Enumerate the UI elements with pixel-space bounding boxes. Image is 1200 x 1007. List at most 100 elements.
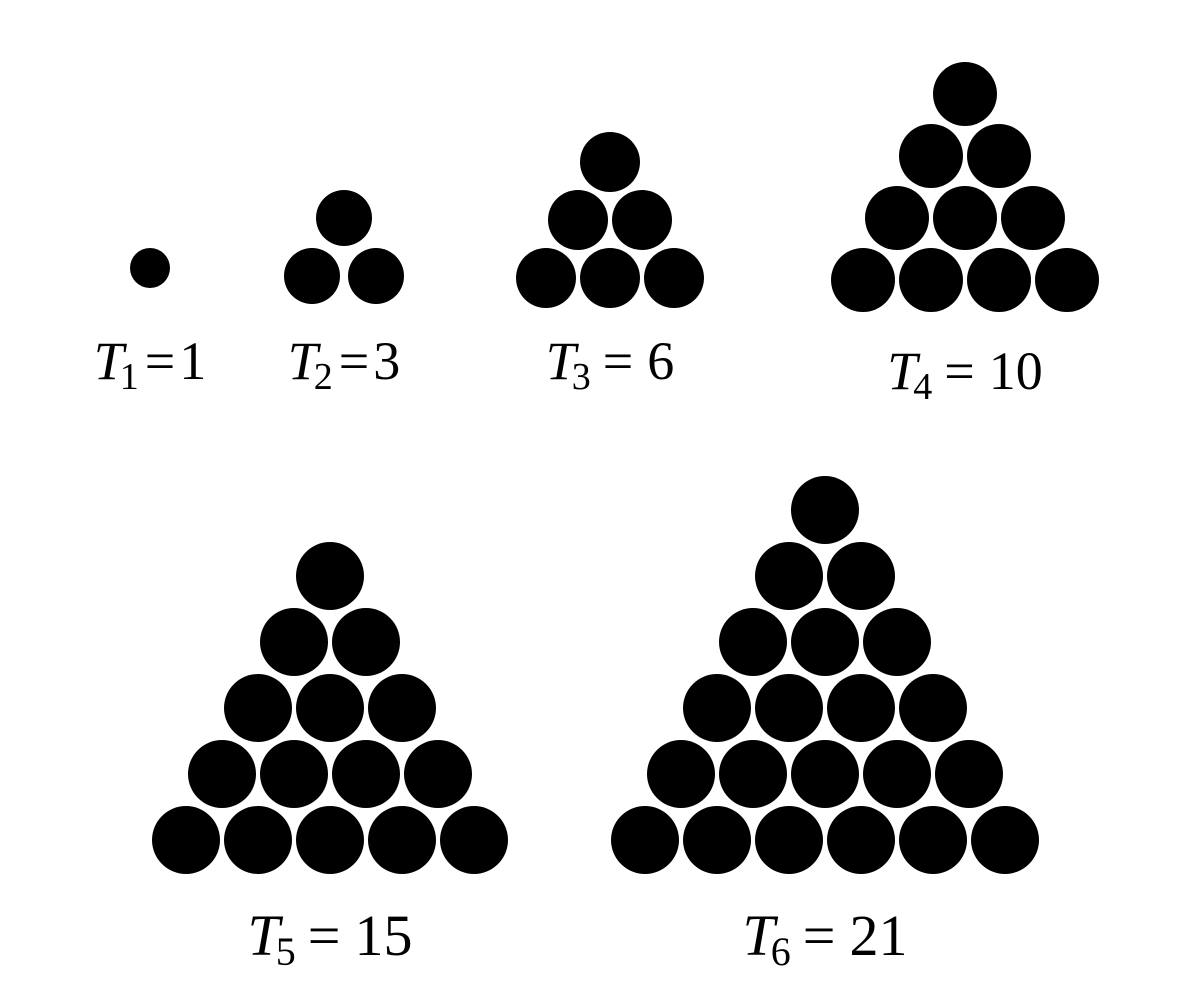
dot-row xyxy=(831,248,1099,310)
label-value: 21 xyxy=(849,902,907,969)
figure-label-t4: T4=10 xyxy=(810,340,1120,402)
label-equals: = xyxy=(803,902,836,969)
label-value: 15 xyxy=(354,902,412,969)
dot-row xyxy=(224,674,436,740)
dot xyxy=(719,608,787,676)
dot xyxy=(899,806,967,874)
label-equals: = xyxy=(308,902,341,969)
dot xyxy=(863,740,931,808)
figure-t2: T2=3 xyxy=(244,190,444,392)
label-subscript: 2 xyxy=(314,355,333,399)
dot-row xyxy=(130,248,170,306)
dot xyxy=(899,248,963,312)
figure-label-t6: T6=21 xyxy=(590,902,1060,969)
dot xyxy=(647,740,715,808)
label-subscript: 5 xyxy=(276,928,296,975)
dot xyxy=(368,674,436,742)
dot-triangle-t5 xyxy=(130,542,530,872)
label-value: 3 xyxy=(373,330,400,392)
dot-row xyxy=(152,806,508,872)
dot xyxy=(516,248,576,308)
dot xyxy=(612,190,672,250)
figure-label-t1: T1=1 xyxy=(70,330,230,392)
dot-row xyxy=(791,476,859,542)
dot xyxy=(224,806,292,874)
dot-row xyxy=(755,542,895,608)
dot xyxy=(260,608,328,676)
dot xyxy=(791,608,859,676)
dot xyxy=(755,806,823,874)
dot-row xyxy=(899,124,1031,186)
dot xyxy=(332,608,400,676)
dot xyxy=(644,248,704,308)
figure-t3: T3=6 xyxy=(490,132,730,392)
dot xyxy=(935,740,1003,808)
dot-row xyxy=(188,740,472,806)
dot xyxy=(791,476,859,544)
dot xyxy=(971,806,1039,874)
dot xyxy=(831,248,895,312)
dot xyxy=(348,248,404,304)
dot xyxy=(933,62,997,126)
dot-row xyxy=(647,740,1003,806)
label-equals: = xyxy=(603,330,633,392)
dot xyxy=(827,542,895,610)
label-value: 10 xyxy=(989,340,1043,402)
dot xyxy=(152,806,220,874)
dot xyxy=(827,674,895,742)
dot xyxy=(933,186,997,250)
dot xyxy=(827,806,895,874)
figure-t1: T1=1 xyxy=(70,248,230,392)
dot xyxy=(967,124,1031,188)
dot-triangle-t3 xyxy=(490,132,730,306)
dot-row xyxy=(580,132,640,190)
dot xyxy=(260,740,328,808)
dot-row xyxy=(933,62,997,124)
label-value: 1 xyxy=(179,330,206,392)
figure-label-t2: T2=3 xyxy=(244,330,444,392)
label-equals: = xyxy=(339,330,369,392)
dot-row xyxy=(316,190,372,248)
dot xyxy=(791,740,859,808)
dot xyxy=(368,806,436,874)
dot xyxy=(899,674,967,742)
label-subscript: 3 xyxy=(572,355,591,399)
dot xyxy=(683,806,751,874)
dot xyxy=(580,248,640,308)
dot-row xyxy=(260,608,400,674)
figure-label-t3: T3=6 xyxy=(490,330,730,392)
dot-row xyxy=(611,806,1039,872)
dot-row xyxy=(516,248,704,306)
dot-row xyxy=(865,186,1065,248)
dot xyxy=(683,674,751,742)
dot xyxy=(755,674,823,742)
dot xyxy=(188,740,256,808)
dot-triangle-t6 xyxy=(590,476,1060,872)
dot xyxy=(316,190,372,246)
dot xyxy=(899,124,963,188)
dot-row xyxy=(548,190,672,248)
dot xyxy=(548,190,608,250)
label-subscript: 1 xyxy=(120,355,139,399)
dot-triangle-t1 xyxy=(70,248,230,306)
label-equals: = xyxy=(145,330,175,392)
dot xyxy=(296,542,364,610)
label-value: 6 xyxy=(647,330,674,392)
dot-row xyxy=(683,674,967,740)
dot-triangle-t2 xyxy=(244,190,444,306)
dot xyxy=(863,608,931,676)
dot xyxy=(1001,186,1065,250)
figure-t6: T6=21 xyxy=(590,476,1060,969)
dot xyxy=(865,186,929,250)
dot xyxy=(611,806,679,874)
label-equals: = xyxy=(944,340,974,402)
dot xyxy=(296,806,364,874)
dot-triangle-t4 xyxy=(810,62,1120,310)
label-subscript: 4 xyxy=(913,365,932,409)
figure-t5: T5=15 xyxy=(130,542,530,969)
dot xyxy=(130,248,170,288)
dot xyxy=(284,248,340,304)
figure-label-t5: T5=15 xyxy=(130,902,530,969)
dot-row xyxy=(719,608,931,674)
dot xyxy=(332,740,400,808)
